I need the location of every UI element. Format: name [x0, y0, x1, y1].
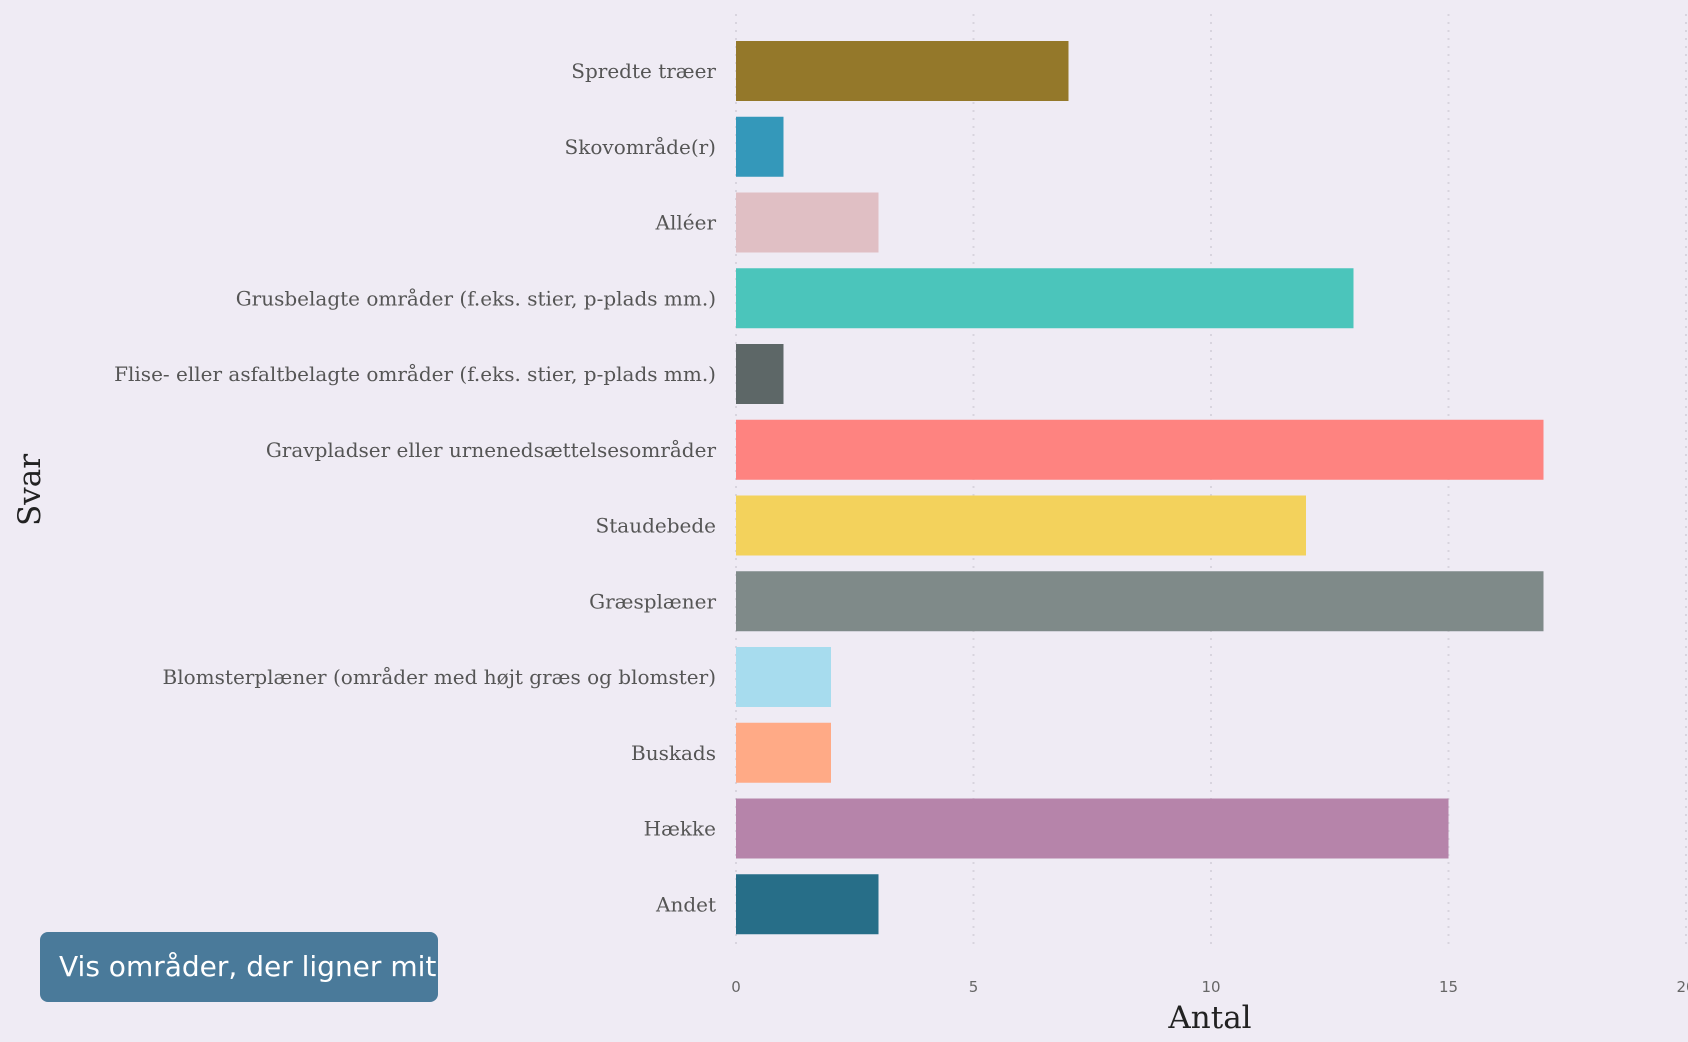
bar[interactable]: [736, 268, 1354, 329]
bar[interactable]: [736, 41, 1069, 101]
category-label: Hække: [644, 817, 716, 841]
x-tick-label: 15: [1439, 978, 1458, 996]
category-label: Flise- eller asfaltbelagte områder (f.ek…: [114, 362, 716, 386]
bar[interactable]: [736, 798, 1449, 859]
category-label: Staudebede: [596, 514, 716, 538]
x-tick-label: 10: [1201, 978, 1220, 996]
category-label: Spredte træer: [571, 59, 716, 83]
bar[interactable]: [736, 344, 784, 404]
bar[interactable]: [736, 495, 1306, 556]
bar[interactable]: [736, 874, 879, 935]
category-label: Skovområde(r): [565, 135, 716, 159]
x-tick-label: 20: [1676, 978, 1688, 996]
x-tick-label: 5: [969, 978, 979, 996]
category-label: Andet: [655, 892, 716, 916]
bar[interactable]: [736, 192, 879, 253]
x-tick-labels: 0 5 10 15 20: [731, 978, 1688, 996]
bar[interactable]: [736, 571, 1544, 632]
show-similar-areas-button[interactable]: Vis områder, der ligner mit: [40, 932, 438, 1002]
x-tick-label: 0: [731, 978, 741, 996]
category-label: Gravpladser eller urnenedsættelsesområde…: [266, 438, 717, 462]
category-label: Blomsterplæner (områder med højt græs og…: [163, 665, 716, 689]
category-labels: Spredte træer Skovområde(r) Alléer Grusbela…: [114, 59, 716, 916]
category-label: Grusbelagte områder (f.eks. stier, p-pla…: [236, 286, 716, 310]
bar[interactable]: [736, 722, 831, 783]
bars: [736, 41, 1544, 935]
category-label: Buskads: [631, 741, 716, 765]
bar[interactable]: [736, 419, 1544, 480]
bar[interactable]: [736, 116, 784, 177]
y-axis-title: Svar: [12, 454, 48, 526]
category-label: Græsplæner: [589, 589, 716, 613]
category-label: Alléer: [655, 211, 717, 235]
x-axis-title: Antal: [1167, 1000, 1251, 1036]
bar[interactable]: [736, 647, 831, 707]
